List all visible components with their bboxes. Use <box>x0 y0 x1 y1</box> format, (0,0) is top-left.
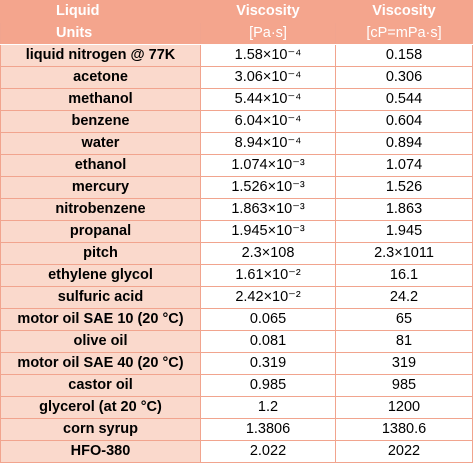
liquid-name-cell: pitch <box>0 242 201 265</box>
liquid-name-cell: corn syrup <box>0 418 201 441</box>
viscosity-cp-cell: 24.2 <box>335 286 473 309</box>
viscosity-cp-cell: 1380.6 <box>335 418 473 441</box>
liquid-name-cell: olive oil <box>0 330 201 353</box>
liquid-name-cell: propanal <box>0 220 201 243</box>
table-row: mercury 1.526×10⁻³ 1.526 <box>0 176 473 199</box>
viscosity-cp-cell: 81 <box>335 330 473 353</box>
viscosity-pas-cell: 8.94×10⁻⁴ <box>200 132 336 155</box>
liquid-name-cell: methanol <box>0 88 201 111</box>
viscosity-pas-cell: 5.44×10⁻⁴ <box>200 88 336 111</box>
table-row: benzene 6.04×10⁻⁴ 0.604 <box>0 110 473 133</box>
liquid-name-cell: liquid nitrogen @ 77K <box>0 44 201 67</box>
liquid-name-cell: mercury <box>0 176 201 199</box>
viscosity-cp-column-header: Viscosity <box>335 0 473 23</box>
table-row: methanol 5.44×10⁻⁴ 0.544 <box>0 88 473 111</box>
units-label: Units <box>0 22 201 45</box>
viscosity-pas-cell: 0.985 <box>200 374 336 397</box>
table-row: motor oil SAE 40 (20 °C) 0.319 319 <box>0 352 473 375</box>
liquid-name-cell: benzene <box>0 110 201 133</box>
table-body: liquid nitrogen @ 77K 1.58×10⁻⁴ 0.158 aceto… <box>0 44 473 463</box>
viscosity-pas-cell: 1.863×10⁻³ <box>200 198 336 221</box>
viscosity-cp-cell: 1.526 <box>335 176 473 199</box>
viscosity-pas-cell: 1.945×10⁻³ <box>200 220 336 243</box>
table-row: corn syrup 1.3806 1380.6 <box>0 418 473 441</box>
liquid-name-cell: glycerol (at 20 °C) <box>0 396 201 419</box>
table-row: nitrobenzene 1.863×10⁻³ 1.863 <box>0 198 473 221</box>
liquid-name-cell: sulfuric acid <box>0 286 201 309</box>
table-row: acetone 3.06×10⁻⁴ 0.306 <box>0 66 473 89</box>
table-row: glycerol (at 20 °C) 1.2 1200 <box>0 396 473 419</box>
liquid-name-cell: castor oil <box>0 374 201 397</box>
viscosity-cp-cell: 1200 <box>335 396 473 419</box>
unit-cp: [cP=mPa·s] <box>335 22 473 45</box>
table-row: pitch 2.3×108 2.3×1011 <box>0 242 473 265</box>
table-row: ethanol 1.074×10⁻³ 1.074 <box>0 154 473 177</box>
unit-pas: [Pa·s] <box>200 22 336 45</box>
liquid-name-cell: ethylene glycol <box>0 264 201 287</box>
table-row: sulfuric acid 2.42×10⁻² 24.2 <box>0 286 473 309</box>
viscosity-pas-cell: 2.42×10⁻² <box>200 286 336 309</box>
viscosity-pas-cell: 0.319 <box>200 352 336 375</box>
viscosity-cp-cell: 0.158 <box>335 44 473 67</box>
viscosity-cp-cell: 0.894 <box>335 132 473 155</box>
viscosity-cp-cell: 65 <box>335 308 473 331</box>
viscosity-cp-cell: 0.544 <box>335 88 473 111</box>
viscosity-pas-cell: 1.526×10⁻³ <box>200 176 336 199</box>
liquid-name-cell: water <box>0 132 201 155</box>
viscosity-pas-column-header: Viscosity <box>200 0 336 23</box>
table-row: water 8.94×10⁻⁴ 0.894 <box>0 132 473 155</box>
viscosity-cp-cell: 1.945 <box>335 220 473 243</box>
viscosity-pas-cell: 1.074×10⁻³ <box>200 154 336 177</box>
liquid-column-header: Liquid <box>0 0 201 23</box>
header-row: Liquid Viscosity Viscosity <box>0 0 473 23</box>
table-row: olive oil 0.081 81 <box>0 330 473 353</box>
viscosity-cp-cell: 1.863 <box>335 198 473 221</box>
table-row: ethylene glycol 1.61×10⁻² 16.1 <box>0 264 473 287</box>
viscosity-cp-cell: 16.1 <box>335 264 473 287</box>
viscosity-pas-cell: 6.04×10⁻⁴ <box>200 110 336 133</box>
viscosity-pas-cell: 0.081 <box>200 330 336 353</box>
units-row: Units [Pa·s] [cP=mPa·s] <box>0 22 473 45</box>
viscosity-pas-cell: 3.06×10⁻⁴ <box>200 66 336 89</box>
viscosity-cp-cell: 0.604 <box>335 110 473 133</box>
viscosity-pas-cell: 0.065 <box>200 308 336 331</box>
viscosity-cp-cell: 2.3×1011 <box>335 242 473 265</box>
table-row: castor oil 0.985 985 <box>0 374 473 397</box>
viscosity-pas-cell: 1.58×10⁻⁴ <box>200 44 336 67</box>
viscosity-pas-cell: 1.61×10⁻² <box>200 264 336 287</box>
viscosity-cp-cell: 1.074 <box>335 154 473 177</box>
viscosity-pas-cell: 2.3×108 <box>200 242 336 265</box>
liquid-name-cell: ethanol <box>0 154 201 177</box>
table-row: liquid nitrogen @ 77K 1.58×10⁻⁴ 0.158 <box>0 44 473 67</box>
viscosity-pas-cell: 1.3806 <box>200 418 336 441</box>
viscosity-cp-cell: 0.306 <box>335 66 473 89</box>
viscosity-cp-cell: 985 <box>335 374 473 397</box>
liquid-name-cell: motor oil SAE 40 (20 °C) <box>0 352 201 375</box>
table-row: propanal 1.945×10⁻³ 1.945 <box>0 220 473 243</box>
liquid-name-cell: nitrobenzene <box>0 198 201 221</box>
viscosity-pas-cell: 1.2 <box>200 396 336 419</box>
viscosity-cp-cell: 319 <box>335 352 473 375</box>
liquid-name-cell: acetone <box>0 66 201 89</box>
liquid-name-cell: motor oil SAE 10 (20 °C) <box>0 308 201 331</box>
table-row: motor oil SAE 10 (20 °C) 0.065 65 <box>0 308 473 331</box>
